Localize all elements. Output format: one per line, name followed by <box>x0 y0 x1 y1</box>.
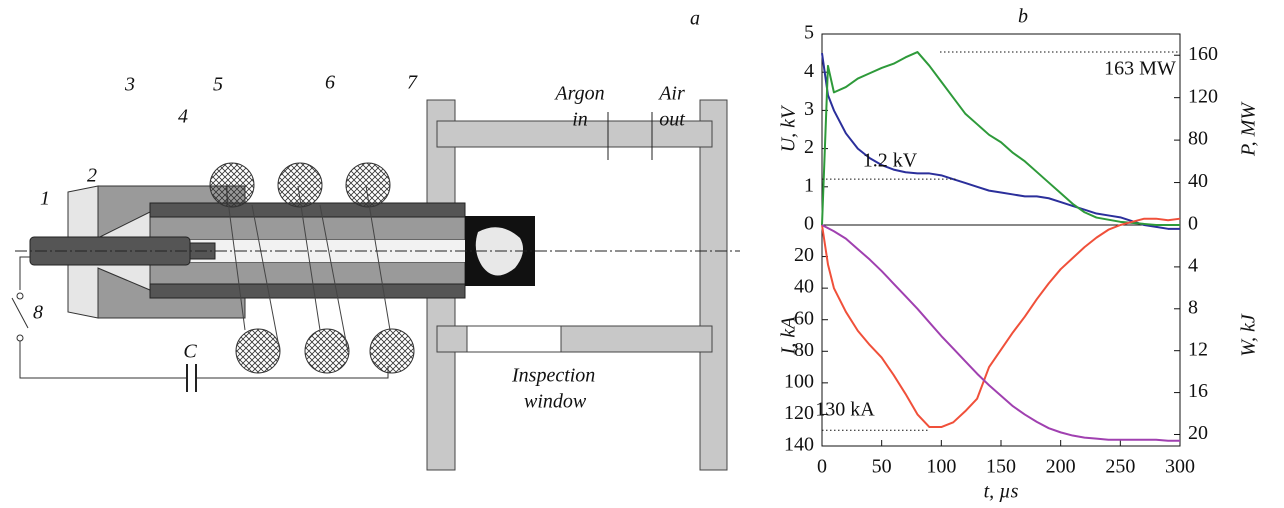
y-tick-label: 4 <box>804 60 814 82</box>
part-label: C <box>183 341 197 363</box>
x-tick-label: 300 <box>1165 456 1195 478</box>
part-label: 6 <box>325 72 335 94</box>
tube <box>436 120 713 148</box>
y2-axis-label: P, MW <box>1238 101 1260 157</box>
window-label: window <box>524 391 587 413</box>
y-tick-label: 0 <box>804 213 814 235</box>
y2-tick-label: 8 <box>1188 296 1198 318</box>
electrode <box>149 283 466 299</box>
y2-tick-label: 0 <box>1188 213 1198 235</box>
window-label: Inspection <box>511 365 595 387</box>
channel <box>149 216 466 241</box>
y-tick-label: 60 <box>794 307 814 329</box>
wire <box>19 184 389 379</box>
y-tick-label: 20 <box>794 244 814 266</box>
flange <box>699 99 728 471</box>
y-axis-label: U, kV <box>778 104 800 152</box>
y2-tick-label: 12 <box>1188 338 1208 360</box>
y-tick-label: 120 <box>784 402 814 424</box>
y-tick-label: 5 <box>804 22 814 44</box>
annotation: 1.2 kV <box>863 150 918 172</box>
y2-tick-label: 4 <box>1188 254 1198 276</box>
x-tick-label: 50 <box>872 456 892 478</box>
switch <box>11 297 29 329</box>
coil-wire <box>225 185 391 353</box>
y-tick-label: 100 <box>784 370 814 392</box>
series-line <box>821 224 1180 442</box>
x-tick-label: 100 <box>926 456 956 478</box>
y2-tick-label: 80 <box>1188 128 1208 150</box>
x-tick-label: 200 <box>1046 456 1076 478</box>
argon-label: in <box>572 109 588 131</box>
series-line <box>821 52 1180 230</box>
window <box>466 325 562 353</box>
x-axis-label: t, µs <box>984 481 1019 503</box>
y2-tick-label: 16 <box>1188 380 1208 402</box>
switch-pin <box>16 292 24 300</box>
annotation: 130 kA <box>815 399 875 421</box>
series-line <box>821 51 1180 226</box>
y-tick-label: 80 <box>794 339 814 361</box>
annotation: 163 MW <box>1104 58 1176 80</box>
y-axis-label: I, kA <box>778 316 800 356</box>
part-label: 2 <box>87 165 97 187</box>
y-tick-label: 1 <box>804 174 814 196</box>
air-label: Air <box>657 83 685 105</box>
part-label: 5 <box>213 74 223 96</box>
coil <box>209 162 415 374</box>
part-label: 7 <box>407 72 418 94</box>
panel-label: b <box>1018 6 1028 28</box>
diagram-labels: a 1 2 3 4 5 6 7 8 C Argon in Air out Inspection window <box>33 8 700 413</box>
y2-tick-label: 20 <box>1188 422 1208 444</box>
y-tick-label: 40 <box>794 276 814 298</box>
diagram <box>11 99 740 471</box>
plot-frame <box>821 33 1181 447</box>
x-tick-label: 150 <box>986 456 1016 478</box>
y-tick-label: 3 <box>804 98 814 120</box>
part-label: 3 <box>124 74 135 96</box>
y-tick-label: 2 <box>804 136 814 158</box>
y2-tick-label: 120 <box>1188 85 1218 107</box>
y2-axis-label: W, kJ <box>1238 313 1260 357</box>
panel-label: a <box>690 8 700 30</box>
part-label: 8 <box>33 302 43 324</box>
part-label: 4 <box>178 106 188 128</box>
channel <box>149 261 466 285</box>
x-tick-label: 250 <box>1105 456 1135 478</box>
series-line <box>821 217 1181 429</box>
switch-pin <box>16 334 24 342</box>
air-label: out <box>659 109 685 131</box>
y-tick-label: 140 <box>784 434 814 456</box>
argon-label: Argon <box>553 83 604 105</box>
x-tick-label: 0 <box>817 456 827 478</box>
part-label: 1 <box>40 188 50 210</box>
y2-tick-label: 160 <box>1188 43 1218 65</box>
y2-tick-label: 40 <box>1188 170 1208 192</box>
